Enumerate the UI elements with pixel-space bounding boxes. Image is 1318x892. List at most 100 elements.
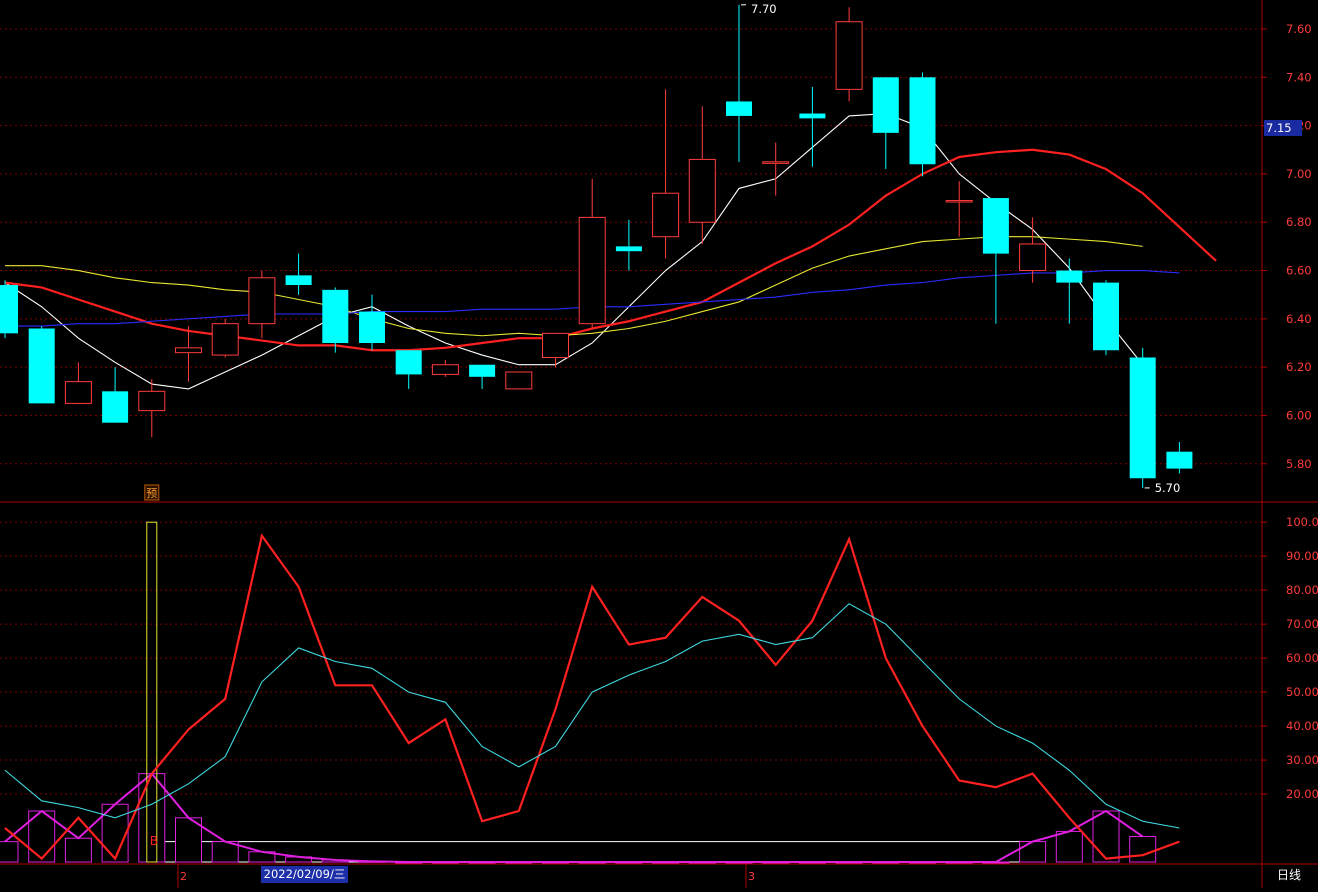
candle — [505, 371, 533, 390]
magenta-bar — [0, 841, 19, 863]
price-annotation: 5.70 — [1155, 481, 1181, 495]
candle — [542, 332, 569, 368]
candle-body — [211, 323, 239, 356]
signal-label: B — [150, 834, 158, 848]
magenta-bar — [1129, 836, 1157, 863]
price-tick-label: 6.20 — [1286, 360, 1312, 374]
candle-body — [1166, 451, 1193, 469]
candle-body — [945, 199, 973, 203]
time-tick-label: 3 — [748, 870, 755, 883]
price-tick-label: 6.40 — [1286, 312, 1312, 326]
candle — [909, 72, 936, 177]
indicator-tick-label: 100.0 — [1286, 515, 1318, 529]
candle — [835, 7, 863, 102]
price-tick-label: 7.40 — [1286, 70, 1312, 84]
candle — [248, 270, 276, 339]
marker-label: 预 — [146, 487, 157, 500]
candle — [982, 198, 1009, 324]
candle — [1019, 217, 1047, 283]
price-tick-label: 6.80 — [1286, 215, 1312, 229]
signal-zone — [151, 841, 1034, 863]
moving-average-line — [4, 112, 1144, 390]
magenta-bar — [101, 803, 129, 863]
indicator-panel[interactable]: B — [0, 521, 1180, 864]
candle-body — [1019, 243, 1047, 272]
candle — [1129, 347, 1156, 488]
candle — [615, 219, 642, 271]
candle-body — [322, 289, 349, 343]
magenta-bar — [175, 817, 202, 863]
candle — [469, 364, 496, 389]
candle-body — [431, 364, 459, 375]
candle — [578, 178, 606, 329]
moving-average-line — [5, 236, 1143, 337]
candle-body — [469, 364, 496, 377]
candle-body — [1056, 270, 1083, 283]
magenta-bar — [1019, 841, 1047, 863]
candle-body — [395, 350, 422, 375]
period-label[interactable]: 日线 — [1276, 868, 1301, 882]
candle — [102, 367, 129, 423]
candle — [1166, 442, 1193, 474]
cursor-date: 2022/02/09/三 — [261, 866, 348, 883]
candle — [359, 294, 385, 351]
magenta-bar — [64, 837, 92, 863]
candle-body — [175, 347, 202, 354]
signal-bar — [146, 521, 158, 863]
candle-body — [248, 277, 276, 325]
candle-body — [0, 285, 18, 334]
candle-body — [726, 101, 752, 116]
indicator-tick-label: 90.00 — [1286, 549, 1318, 563]
candle — [395, 350, 422, 389]
moving-average-line — [4, 148, 1217, 352]
candle — [28, 326, 55, 404]
indicator-tick-label: 20.00 — [1286, 787, 1318, 801]
candle-body — [138, 390, 166, 412]
marker-badge — [144, 484, 160, 501]
candle-body — [688, 158, 716, 223]
indicator-tick-label: 80.00 — [1286, 583, 1318, 597]
candle-body — [982, 198, 1009, 254]
candle — [1093, 280, 1119, 356]
candle — [175, 326, 202, 382]
magenta-bar — [138, 773, 166, 863]
forecast-marker: 预 — [144, 484, 160, 501]
candle — [322, 287, 349, 353]
candle — [652, 89, 680, 259]
indicator-tick-label: 70.00 — [1286, 617, 1318, 631]
candle — [799, 86, 826, 167]
k-line — [4, 533, 1180, 861]
candle-body — [762, 161, 790, 164]
last-price-tag: 7.15 — [1264, 120, 1302, 136]
candle — [0, 280, 18, 339]
candle-body — [28, 328, 55, 404]
candle — [945, 181, 973, 237]
candle — [431, 359, 459, 377]
price-tick-label: 5.80 — [1286, 457, 1312, 471]
d-line — [4, 603, 1180, 829]
candle-body — [359, 311, 385, 343]
candle-body — [542, 332, 569, 358]
candle — [872, 77, 899, 170]
candle-body — [64, 381, 92, 404]
candle-body — [578, 216, 606, 325]
candle-body — [1129, 357, 1156, 479]
price-panel[interactable]: 7.70 5.70 预 — [0, 2, 1217, 501]
magenta-bar — [1092, 810, 1120, 863]
candle — [762, 142, 790, 196]
candle-body — [505, 371, 533, 390]
price-tick-label: 7.00 — [1286, 167, 1312, 181]
candle-body — [652, 192, 680, 238]
candle-body — [102, 391, 129, 423]
candle-body — [872, 77, 899, 133]
indicator-tick-label: 50.00 — [1286, 685, 1318, 699]
price-annotation: 7.70 — [751, 2, 777, 16]
candle-body — [285, 275, 312, 286]
time-tick-label: 2 — [180, 870, 187, 883]
indicator-tick-label: 40.00 — [1286, 719, 1318, 733]
candle-body — [615, 246, 642, 252]
price-tick-label: 6.00 — [1286, 408, 1312, 422]
